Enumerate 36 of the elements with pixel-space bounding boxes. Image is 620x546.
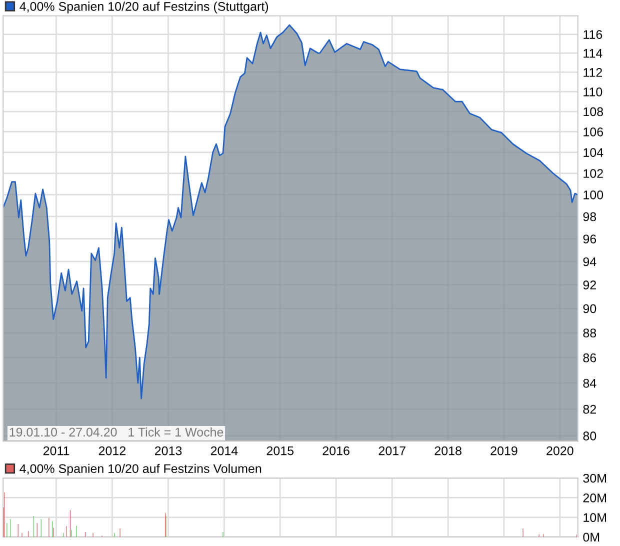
y-tick-label: 80 (583, 432, 596, 440)
x-tick-label: 2013 (155, 446, 182, 456)
y-tick-label: 116 (584, 30, 602, 39)
y-tick-label: 96 (583, 234, 596, 244)
y-tick-label: 88 (583, 328, 596, 338)
y-tick-label: 30M (583, 474, 606, 483)
y-tick-label: 84 (583, 378, 596, 388)
y-tick-label: 82 (583, 404, 596, 414)
legend-label: 4,00% Spanien 10/20 auf Festzins (Stuttgart) (20, 2, 268, 14)
y-tick-label: 98 (583, 212, 596, 222)
y-tick-label: 112 (584, 68, 602, 77)
y-tick-label: 102 (584, 169, 603, 178)
x-tick-label: 2011 (43, 446, 70, 456)
y-tick-label: 100 (584, 190, 604, 200)
x-tick-label: 2015 (266, 446, 294, 456)
y-tick-label: 94 (583, 257, 596, 266)
x-tick-label: 2017 (378, 446, 406, 456)
y-tick-label: 108 (584, 107, 604, 116)
y-tick-label: 92 (583, 280, 596, 290)
y-tick-label: 104 (584, 148, 604, 157)
legend-label: 4,00% Spanien 10/20 auf Festzins Volumen (20, 464, 262, 476)
annotation: 19.01.10 - 27.04.20 1 Tick = 1 Woche (10, 427, 224, 437)
x-tick-label: 2020 (546, 446, 574, 456)
y-tick-label: 106 (584, 128, 604, 136)
y-tick-label: 86 (583, 353, 596, 362)
y-tick-label: 90 (583, 304, 596, 314)
x-tick-label: 2019 (490, 446, 518, 456)
y-tick-label: 110 (584, 87, 602, 96)
y-tick-label: 20M (583, 493, 606, 502)
y-tick-label: 0M (583, 532, 600, 542)
y-tick-label: 10M (584, 513, 606, 522)
x-tick-label: 2018 (434, 446, 462, 456)
x-tick-label: 2014 (210, 446, 238, 456)
x-tick-label: 2012 (98, 446, 126, 456)
y-tick-label: 114 (584, 49, 602, 58)
x-tick-label: 2016 (322, 446, 350, 456)
